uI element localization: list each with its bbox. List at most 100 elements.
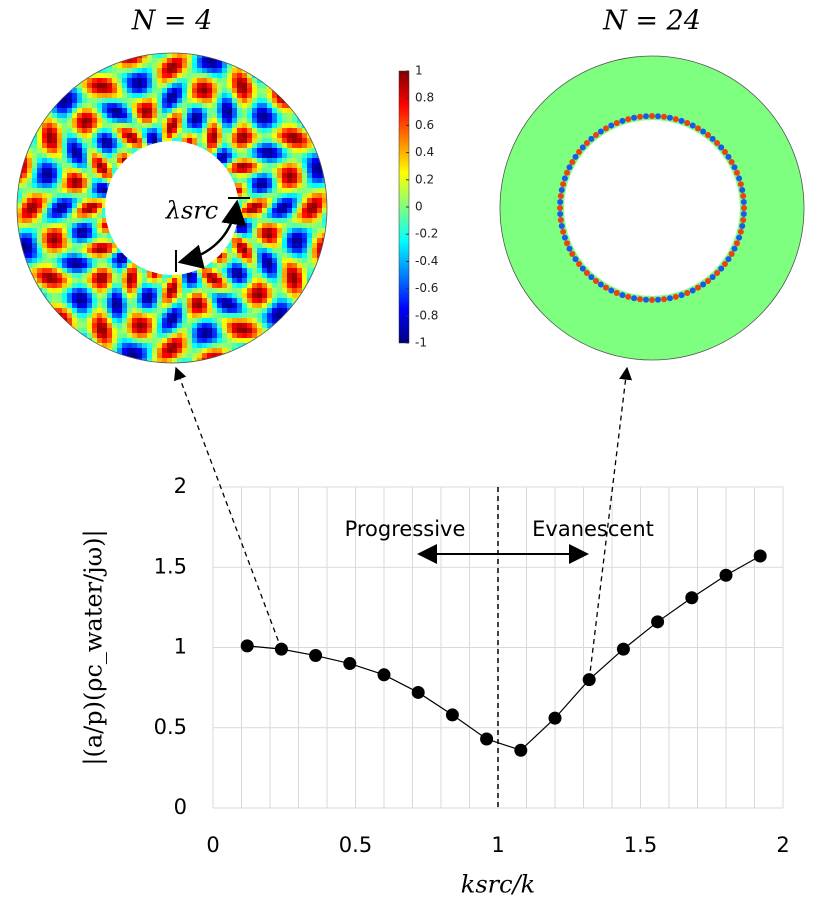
field-cell xyxy=(242,323,248,329)
field-cell xyxy=(302,173,308,179)
field-cell xyxy=(257,163,263,169)
field-cell xyxy=(232,273,238,279)
field-cell xyxy=(67,228,73,234)
field-cell xyxy=(77,298,83,304)
field-cell xyxy=(32,228,38,234)
field-cell xyxy=(47,228,53,234)
field-cell xyxy=(292,178,298,184)
field-cell xyxy=(272,118,278,124)
field-cell xyxy=(92,328,98,334)
field-cell xyxy=(122,278,128,284)
field-cell xyxy=(127,158,133,164)
field-cell xyxy=(22,223,28,229)
field-cell xyxy=(177,338,183,344)
field-cell xyxy=(172,288,178,294)
field-cell xyxy=(267,278,273,284)
field-cell xyxy=(227,173,233,179)
field-cell xyxy=(112,248,118,254)
field-cell xyxy=(122,283,128,289)
field-cell xyxy=(312,183,318,189)
field-cell xyxy=(222,263,228,269)
field-cell xyxy=(67,288,73,294)
field-cell xyxy=(277,193,283,199)
field-cell xyxy=(112,133,118,139)
field-cell xyxy=(142,333,148,339)
field-cell xyxy=(252,318,258,324)
field-cell xyxy=(97,273,103,279)
field-cell xyxy=(222,118,228,124)
field-cell xyxy=(147,58,153,64)
field-cell xyxy=(242,318,248,324)
field-cell xyxy=(37,178,43,184)
field-cell xyxy=(112,143,118,149)
field-cell xyxy=(97,218,103,224)
field-cell xyxy=(202,63,208,69)
colorbar-label: -1 xyxy=(415,336,427,350)
field-cell xyxy=(42,213,48,219)
field-cell xyxy=(162,283,168,289)
field-cell xyxy=(152,113,158,119)
field-cell xyxy=(147,278,153,284)
edge-lobe xyxy=(569,159,576,165)
field-cell xyxy=(82,73,88,79)
field-cell xyxy=(162,73,168,79)
field-cell xyxy=(227,258,233,264)
field-cell xyxy=(162,328,168,334)
field-cell xyxy=(217,93,223,99)
field-cell xyxy=(47,193,53,199)
field-cell xyxy=(257,203,263,209)
field-cell xyxy=(247,208,253,214)
data-point xyxy=(445,708,459,722)
field-cell xyxy=(277,88,283,94)
field-cell xyxy=(222,273,228,279)
field-cell xyxy=(67,108,73,114)
field-cell xyxy=(287,98,293,104)
field-cell xyxy=(227,163,233,169)
field-cell xyxy=(232,343,238,349)
field-cell xyxy=(127,323,133,329)
field-cell xyxy=(37,283,43,289)
field-cell xyxy=(87,183,93,189)
field-cell xyxy=(97,63,103,69)
field-cell xyxy=(197,118,203,124)
field-cell xyxy=(82,288,88,294)
field-cell xyxy=(122,73,128,79)
field-cell xyxy=(212,138,218,144)
field-cell xyxy=(192,288,198,294)
field-cell xyxy=(97,93,103,99)
field-cell xyxy=(272,98,278,104)
field-cell xyxy=(167,308,173,314)
field-cell xyxy=(187,358,193,364)
field-cell xyxy=(37,273,43,279)
field-cell xyxy=(137,148,143,154)
field-cell xyxy=(62,228,68,234)
field-cell xyxy=(92,93,98,99)
field-cell xyxy=(107,93,113,99)
field-cell xyxy=(67,168,73,174)
field-cell xyxy=(157,303,163,309)
field-cell xyxy=(172,313,178,319)
field-cell xyxy=(222,143,228,149)
field-cell xyxy=(182,138,188,144)
field-cell xyxy=(137,73,143,79)
field-cell xyxy=(152,83,158,89)
edge-lobe xyxy=(597,281,604,288)
field-cell xyxy=(157,328,163,334)
field-cell xyxy=(262,308,268,314)
field-cell xyxy=(112,138,118,144)
field-cell xyxy=(62,158,68,164)
field-cell xyxy=(152,278,158,284)
field-cell xyxy=(157,298,163,304)
field-cell xyxy=(97,278,103,284)
field-cell xyxy=(42,273,48,279)
field-cell xyxy=(92,98,98,104)
field-cell xyxy=(77,163,83,169)
field-cell xyxy=(262,133,268,139)
field-cell xyxy=(72,233,78,239)
field-cell xyxy=(152,313,158,319)
field-cell xyxy=(187,73,193,79)
field-cell xyxy=(142,143,148,149)
field-cell xyxy=(182,118,188,124)
field-cell xyxy=(262,103,268,109)
field-cell xyxy=(282,148,288,154)
